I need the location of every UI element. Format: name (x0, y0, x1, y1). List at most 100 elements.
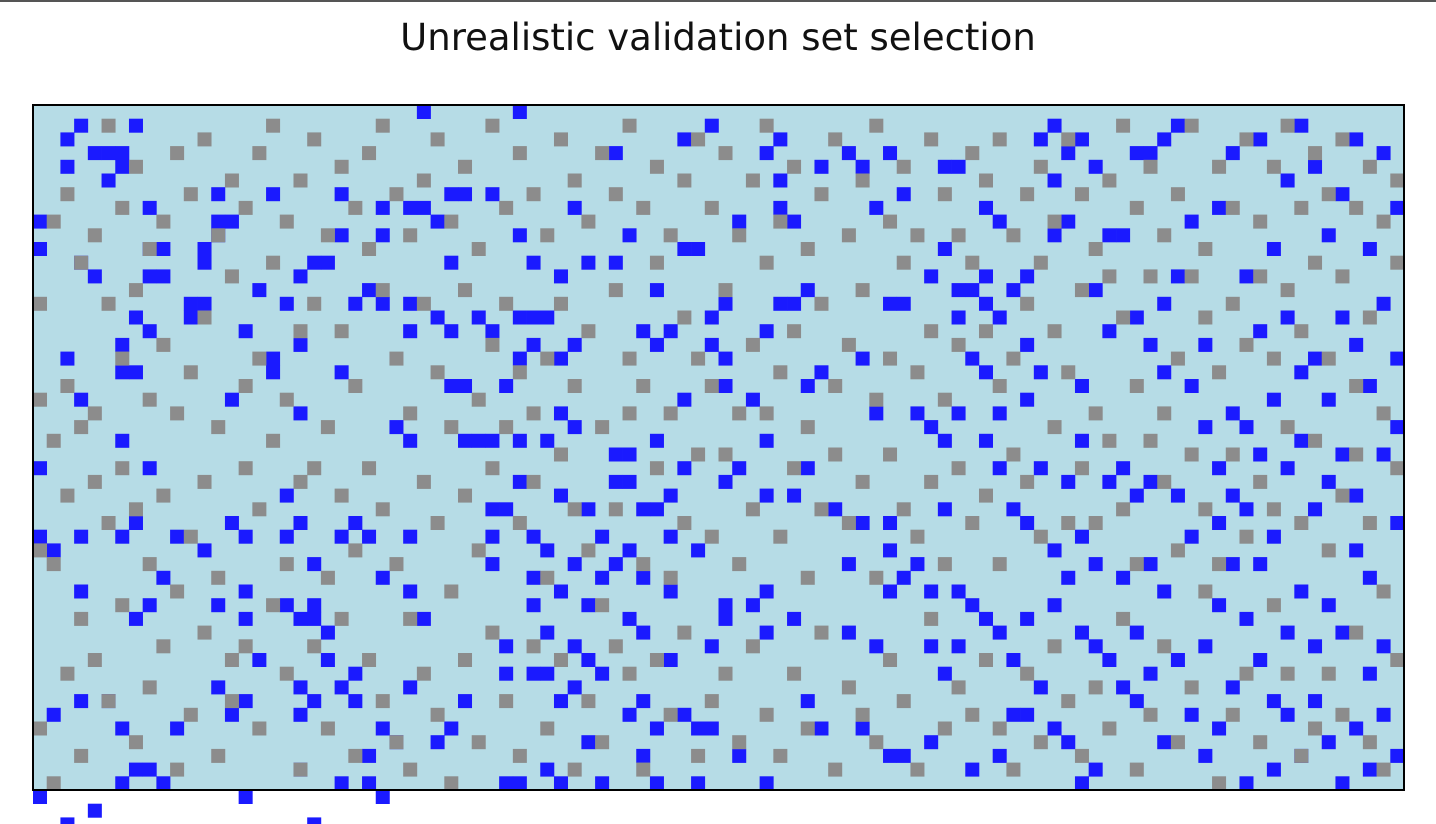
heatmap-cell-validation (787, 488, 802, 503)
heatmap-cell-other (1390, 461, 1405, 476)
heatmap-cell-validation (211, 680, 226, 695)
heatmap-cell-validation (869, 200, 884, 215)
heatmap-cell-other (841, 516, 856, 530)
heatmap-cell-validation (1308, 694, 1323, 709)
heatmap-cell-other (978, 173, 993, 188)
heatmap-cell-validation (1129, 146, 1144, 161)
heatmap-cell-other (1020, 666, 1035, 681)
heatmap-cell-other (307, 639, 322, 654)
heatmap-cell-other (800, 420, 815, 435)
heatmap-cell-validation (1335, 625, 1350, 640)
heatmap-cell-validation (1184, 214, 1199, 229)
heatmap-cell-validation (992, 406, 1007, 421)
heatmap-cell-other (896, 694, 911, 709)
heatmap-cell-validation (841, 146, 856, 161)
heatmap-cell-other (841, 337, 856, 352)
heatmap-cell-validation (211, 598, 226, 613)
heatmap-cell-validation (142, 269, 157, 284)
heatmap-cell-other (1184, 118, 1199, 133)
heatmap-cell-other (567, 379, 582, 393)
heatmap-cell-other (320, 228, 335, 243)
heatmap-cell-validation (663, 584, 678, 599)
heatmap-cell-validation (238, 584, 253, 599)
heatmap-cell-validation (773, 200, 788, 215)
heatmap-cell-validation (444, 721, 459, 736)
heatmap-cell-other (1266, 598, 1281, 613)
heatmap-cell-validation (636, 502, 651, 517)
heatmap-cell-other (1239, 132, 1254, 147)
heatmap-cell-other (471, 735, 486, 750)
heatmap-cell-validation (691, 242, 706, 256)
heatmap-cell-other (1239, 666, 1254, 681)
heatmap-cell-other (1321, 351, 1336, 366)
heatmap-cell-other (1006, 447, 1021, 462)
heatmap-cell-other (924, 611, 939, 626)
heatmap-cell-validation (46, 707, 61, 722)
heatmap-cell-other (458, 653, 473, 667)
heatmap-cell-validation (1020, 392, 1035, 407)
heatmap-cell-validation (499, 639, 514, 654)
heatmap-cell-validation (293, 611, 308, 626)
heatmap-cell-other (1294, 200, 1309, 215)
heatmap-cell-other (101, 516, 116, 530)
heatmap-cell-validation (924, 735, 939, 750)
heatmap-cell-validation (1239, 420, 1254, 435)
heatmap-cell-validation (430, 310, 445, 325)
heatmap-cell-other (224, 173, 239, 188)
heatmap-cell-validation (978, 365, 993, 380)
heatmap-cell-validation (965, 283, 980, 298)
chart-title: Unrealistic validation set selection (400, 16, 1036, 59)
heatmap-cell-validation (649, 776, 664, 791)
heatmap-cell-validation (595, 776, 610, 791)
heatmap-cell-other (101, 118, 116, 133)
heatmap-cell-validation (293, 680, 308, 695)
heatmap-cell-other (279, 557, 294, 572)
heatmap-cell-other (499, 694, 514, 709)
heatmap-cell-validation (1088, 159, 1103, 174)
heatmap-cell-validation (622, 543, 637, 558)
heatmap-cell-validation (1280, 625, 1295, 640)
heatmap-cell-other (430, 707, 445, 722)
heatmap-cell-validation (1335, 310, 1350, 325)
heatmap-cell-validation (1170, 269, 1185, 284)
heatmap-cell-validation (896, 748, 911, 763)
heatmap-cell-validation (170, 721, 185, 736)
heatmap-cell-other (33, 296, 48, 311)
heatmap-cell-validation (1225, 557, 1240, 572)
heatmap-cell-validation (732, 748, 747, 763)
heatmap-cell-validation (115, 433, 130, 448)
heatmap-cell-other (60, 379, 75, 393)
heatmap-cell-validation (951, 159, 966, 174)
heatmap-cell-validation (293, 337, 308, 352)
heatmap-cell-validation (663, 653, 678, 667)
heatmap-cell-validation (1212, 598, 1227, 613)
heatmap-cell-other (622, 118, 637, 133)
heatmap-cell-other (334, 611, 349, 626)
heatmap-cell-other (732, 406, 747, 421)
heatmap-cell-other (444, 776, 459, 791)
heatmap-cell-other (787, 461, 802, 476)
heatmap-cell-validation (197, 255, 212, 270)
heatmap-cell-other (965, 255, 980, 270)
heatmap-cell-other (1102, 721, 1117, 736)
heatmap-cell-other (978, 324, 993, 339)
heatmap-cell-validation (375, 570, 390, 585)
heatmap-cell-validation (937, 666, 952, 681)
heatmap-cell-other (170, 762, 185, 777)
heatmap-cell-other (910, 762, 925, 777)
heatmap-cell-validation (1170, 653, 1185, 667)
heatmap-cell-validation (60, 159, 75, 174)
heatmap-cell-other (403, 406, 418, 421)
heatmap-cell-validation (745, 392, 760, 407)
heatmap-cell-validation (1212, 516, 1227, 530)
heatmap-cell-other (197, 474, 212, 489)
heatmap-cell-validation (307, 694, 322, 709)
heatmap-cell-validation (375, 296, 390, 311)
heatmap-cell-other (1253, 735, 1268, 750)
heatmap-cell-validation (800, 379, 815, 393)
heatmap-cell-validation (787, 296, 802, 311)
heatmap-cell-other (759, 406, 774, 421)
heatmap-cell-validation (307, 817, 322, 824)
heatmap-cell-other (1074, 461, 1089, 476)
heatmap-cell-other (348, 200, 363, 215)
